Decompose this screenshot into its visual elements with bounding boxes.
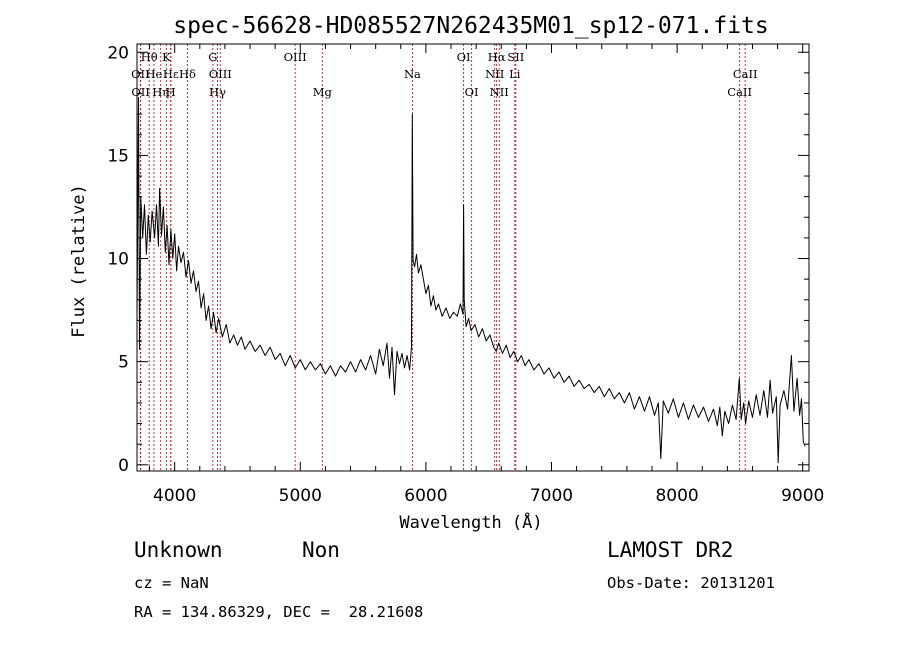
x-axis-ticks: 4000 5000 6000 7000 8000 9000 (149, 44, 824, 506)
line-marker-label: He (146, 67, 163, 81)
x-tick-label: 4000 (153, 486, 196, 506)
line-marker-label: OIII (284, 50, 307, 64)
line-marker-label: K (162, 50, 171, 64)
line-marker-label: Hγ (209, 85, 226, 99)
line-marker-label: OII (131, 85, 150, 99)
line-marker-label: SII (507, 50, 524, 64)
plot-frame (136, 43, 810, 472)
observation-date: Obs-Date: 20131201 (607, 574, 775, 592)
survey-name: LAMOST DR2 (607, 538, 734, 562)
x-tick-label: 6000 (404, 486, 447, 506)
line-marker-label: OI (457, 50, 471, 64)
line-marker-label: Mg (313, 85, 333, 99)
spectrum-series-line (136, 97, 806, 464)
line-marker-label: CaII (727, 85, 752, 99)
line-marker-label: Na (404, 67, 421, 81)
line-marker-label: OII (131, 67, 150, 81)
line-marker-label: Hθ (141, 50, 158, 64)
line-marker-label: Hα (488, 50, 506, 64)
y-axis-ticks: 0 5 10 15 20 (107, 43, 809, 476)
y-tick-label: 0 (118, 456, 129, 476)
line-marker-label: H (166, 85, 176, 99)
coordinates: RA = 134.86329, DEC = 28.21608 (134, 603, 424, 621)
y-axis-label: Flux (relative) (69, 184, 89, 338)
x-tick-label: 5000 (279, 486, 322, 506)
line-marker-label: OIII (209, 67, 232, 81)
y-tick-label: 20 (107, 43, 129, 63)
line-marker-label: Hδ (179, 67, 196, 81)
y-tick-label: 10 (107, 250, 129, 270)
line-marker-label: Li (509, 67, 521, 81)
line-marker-label: Hε (163, 67, 179, 81)
x-tick-label: 7000 (530, 486, 573, 506)
object-subclass: Non (302, 538, 340, 562)
line-marker-label: CaII (733, 67, 758, 81)
x-tick-label: 8000 (655, 486, 698, 506)
y-tick-label: 5 (118, 353, 129, 373)
spectral-line-markers (139, 44, 746, 471)
line-marker-label: G (208, 50, 217, 64)
line-marker-label: NII (490, 85, 509, 99)
redshift-value: cz = NaN (134, 574, 209, 592)
line-marker-label: OI (465, 85, 479, 99)
x-tick-label: 9000 (781, 486, 824, 506)
object-class: Unknown (134, 538, 223, 562)
line-marker-label: Hη (152, 85, 169, 99)
x-axis-label: Wavelength (Å) (399, 511, 542, 533)
y-tick-label: 15 (107, 146, 129, 166)
chart-title: spec-56628-HD085527N262435M01_sp12-071.f… (173, 13, 768, 39)
line-marker-label: NII (485, 67, 504, 81)
